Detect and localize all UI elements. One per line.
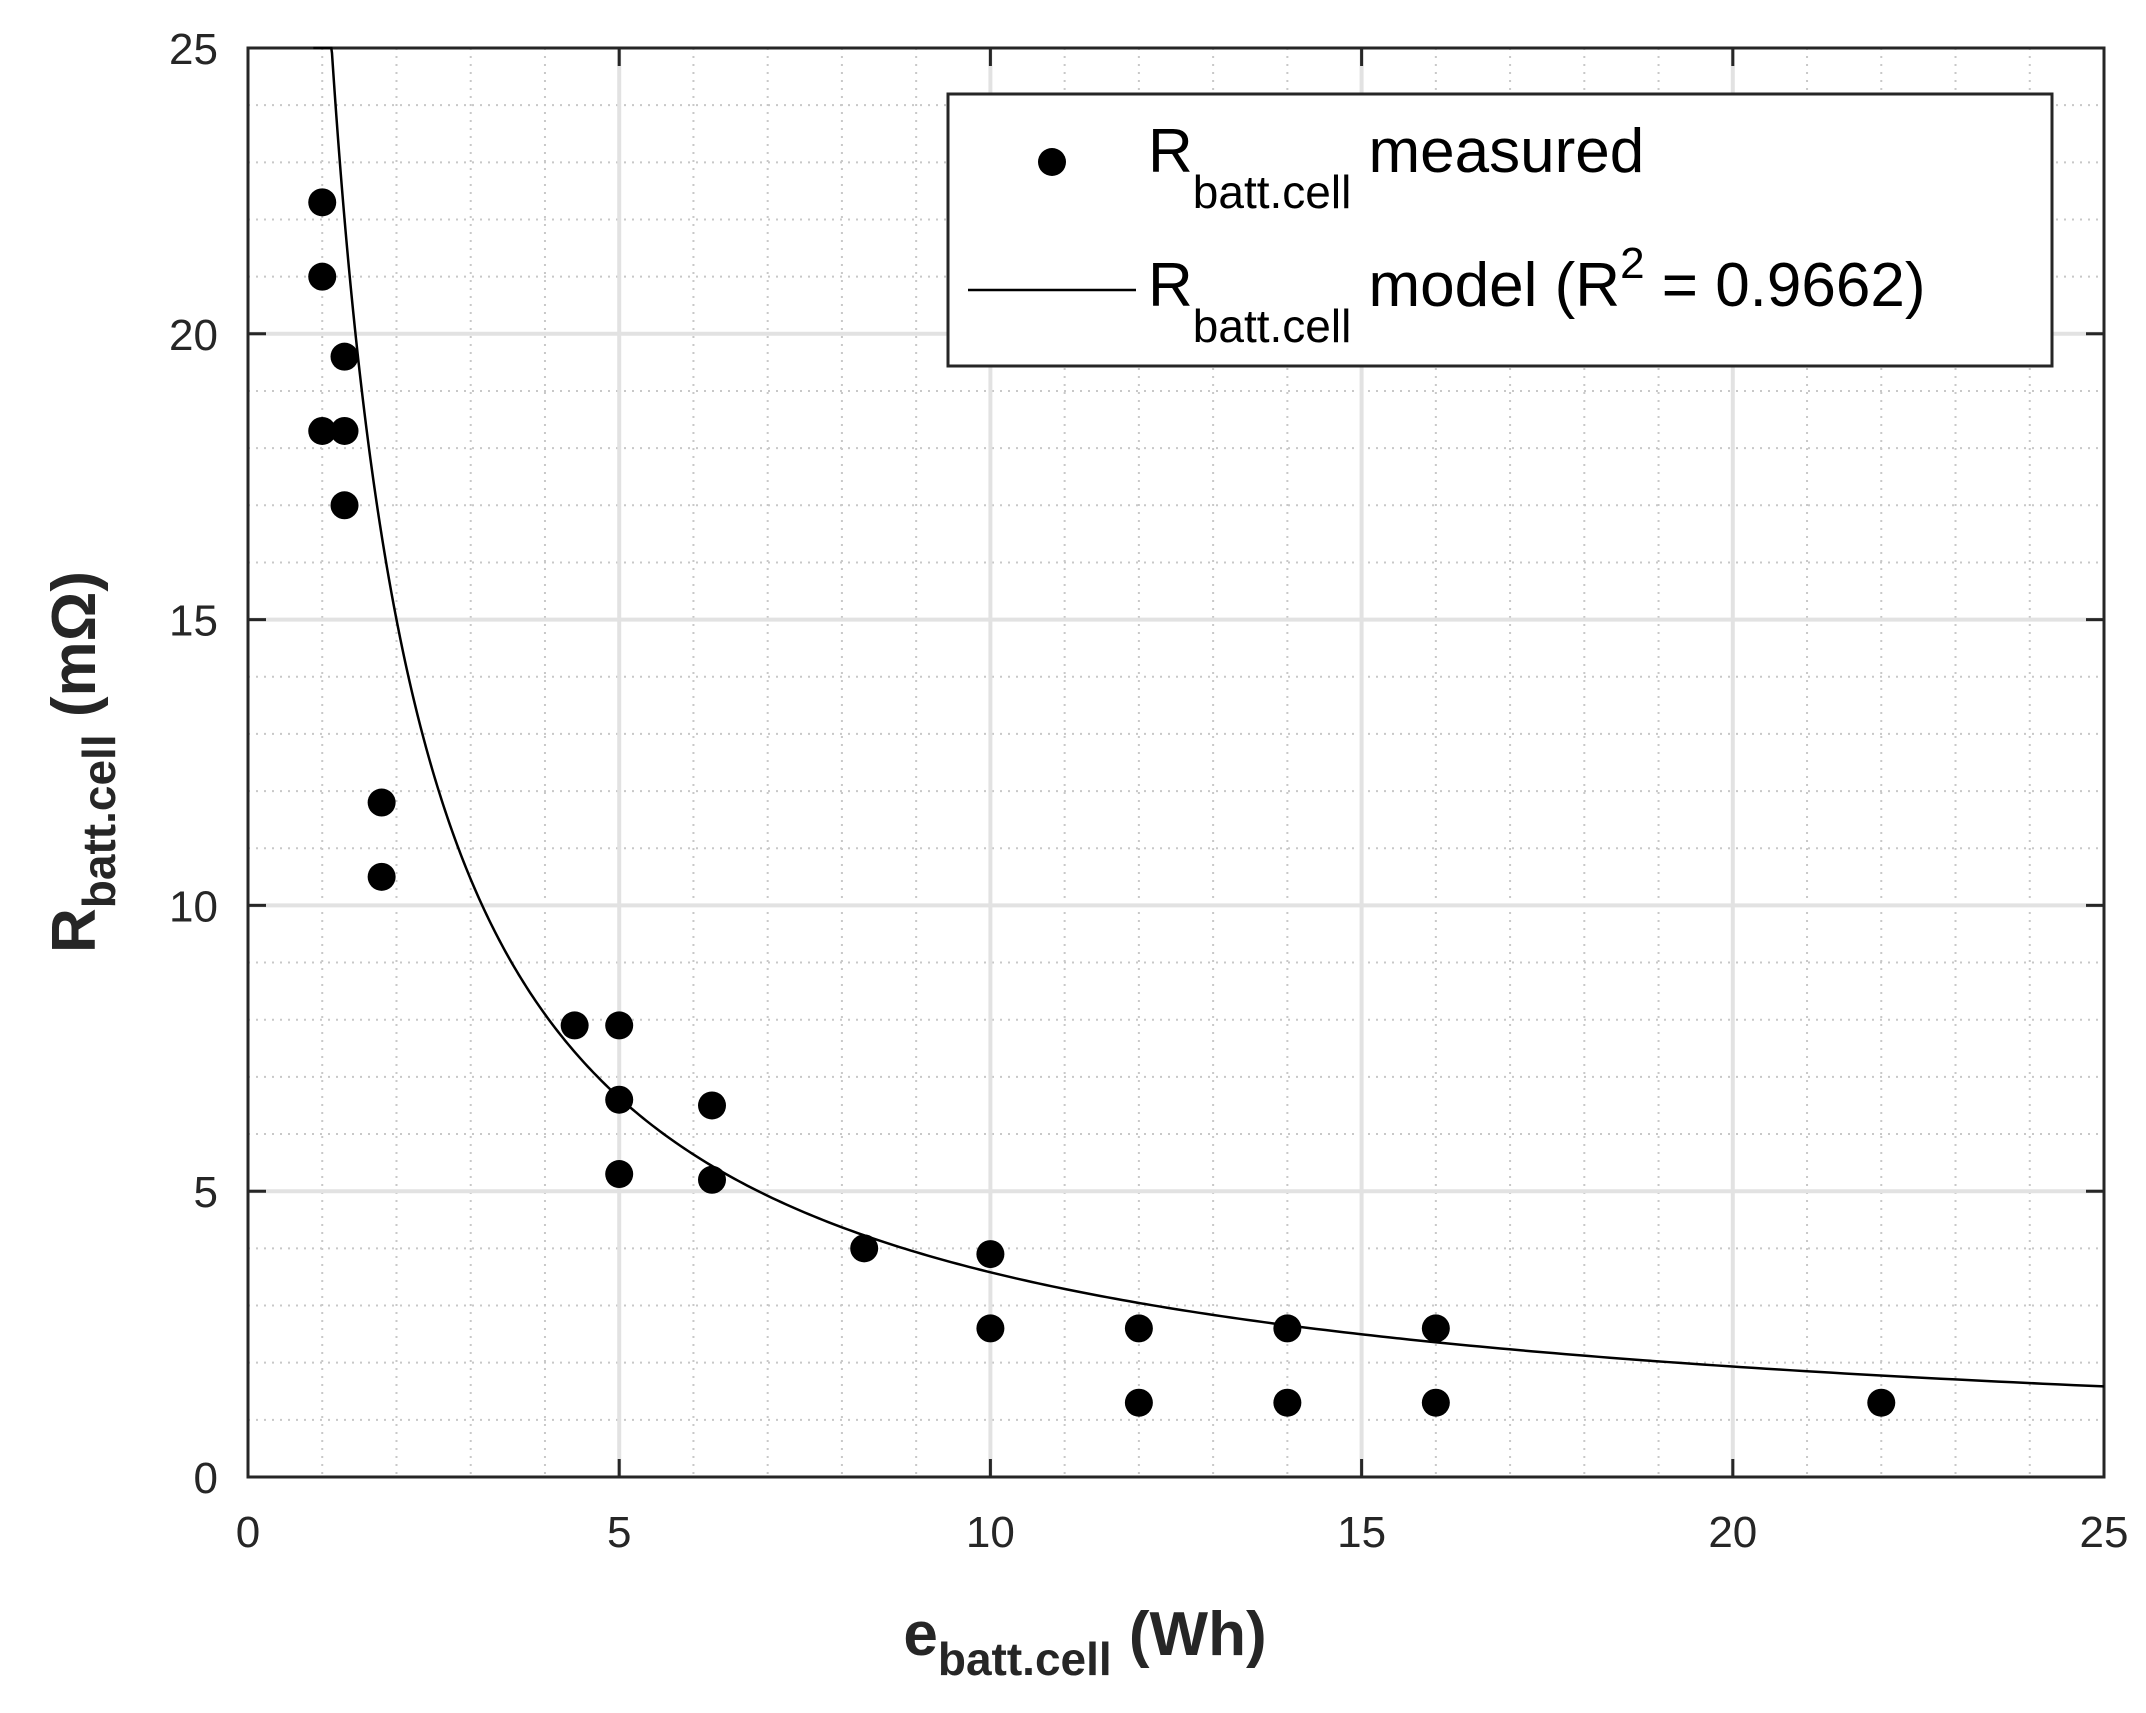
x-axis-label: ebatt.cell (Wh)	[903, 1600, 1266, 1685]
legend-box	[946, 92, 2054, 368]
y-tick-label: 0	[194, 1454, 218, 1503]
data-point	[698, 1165, 726, 1194]
y-tick-label: 5	[194, 1168, 218, 1217]
data-point	[308, 262, 337, 291]
legend: Rbatt.cell measured Rbatt.cell model (R2…	[946, 92, 2054, 368]
y-tick-label: 10	[169, 882, 218, 931]
plot-frame	[246, 46, 2106, 1479]
data-point	[1124, 1388, 1153, 1417]
data-point	[308, 188, 337, 217]
y-tick-label: 25	[169, 25, 218, 74]
data-point	[698, 1091, 726, 1120]
measured-points	[308, 188, 1896, 1417]
data-point	[330, 342, 359, 371]
data-point	[1867, 1388, 1896, 1417]
legend-marker-measured	[1038, 148, 1066, 176]
y-tick-label: 15	[169, 597, 218, 646]
data-point	[330, 491, 359, 520]
data-point	[1421, 1314, 1450, 1343]
data-point	[605, 1011, 634, 1040]
data-point	[1273, 1314, 1302, 1343]
legend-entry-measured: Rbatt.cell measured	[1148, 117, 1644, 218]
data-point	[367, 788, 396, 817]
x-tick-label: 0	[236, 1508, 260, 1557]
data-point	[976, 1314, 1005, 1343]
x-tick-label: 10	[966, 1508, 1015, 1557]
x-tick-label: 15	[1337, 1508, 1386, 1557]
data-point	[560, 1011, 589, 1040]
data-point	[330, 416, 359, 445]
data-point	[1124, 1314, 1153, 1343]
x-tick-label: 5	[607, 1508, 631, 1557]
data-point	[850, 1234, 879, 1263]
data-point	[976, 1240, 1005, 1269]
data-point	[605, 1160, 634, 1189]
y-axis-label: Rbatt.cell (mΩ)	[40, 571, 125, 953]
x-tick-label: 25	[2080, 1508, 2129, 1557]
tick-labels: 0 5 10 15 20 25 0 5 10 15 20 25	[169, 25, 2128, 1557]
data-point	[367, 862, 396, 891]
data-point	[1421, 1388, 1450, 1417]
y-tick-label: 20	[169, 311, 218, 360]
data-point	[308, 416, 337, 445]
legend-entry-model: Rbatt.cell model (R2 = 0.9662)	[1148, 239, 1925, 352]
data-point	[605, 1085, 634, 1114]
x-tick-label: 20	[1708, 1508, 1757, 1557]
data-point	[1273, 1388, 1302, 1417]
model-curve	[313, 46, 2105, 1388]
